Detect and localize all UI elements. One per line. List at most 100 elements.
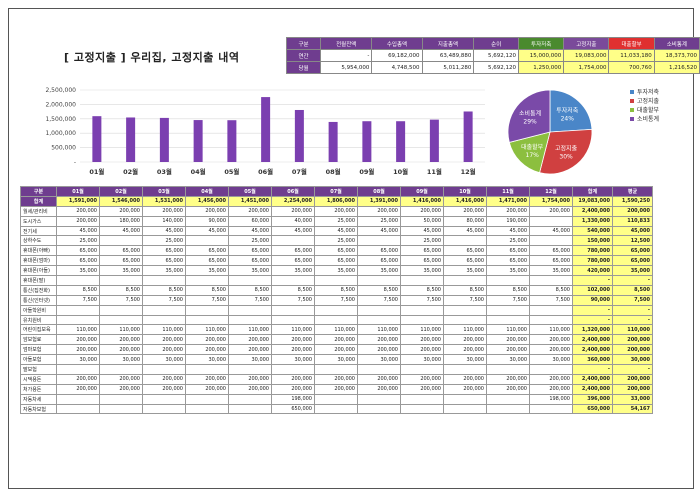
table-cell[interactable]: 35,000 (142, 265, 186, 277)
summary-cell[interactable]: 1,216,520 (653, 61, 700, 74)
summary-cell[interactable]: 1,250,000 (518, 61, 565, 74)
table-cell[interactable]: 200,000 (56, 383, 100, 395)
table-cell[interactable]: 200,000 (400, 344, 444, 356)
table-cell[interactable]: 200,000 (443, 334, 487, 346)
table-cell[interactable]: 200,000 (314, 334, 358, 346)
table-cell[interactable]: 7,500 (99, 294, 143, 306)
table-cell[interactable] (56, 403, 100, 415)
table-cell[interactable]: 200,000 (529, 205, 573, 217)
summary-header-cell[interactable]: 대출할부 (608, 37, 655, 50)
table-cell[interactable]: 200,000 (99, 383, 143, 395)
table-cell[interactable]: 45,000 (357, 225, 401, 237)
column-header[interactable]: 08월 (357, 186, 401, 197)
table-cell[interactable] (443, 393, 487, 405)
table-cell[interactable] (357, 235, 401, 247)
table-cell[interactable]: 65,000 (612, 255, 653, 267)
table-cell[interactable] (357, 364, 401, 375)
summary-cell[interactable]: 5,011,280 (421, 61, 475, 74)
table-cell[interactable]: 1,320,000 (572, 324, 613, 336)
table-cell[interactable] (228, 304, 272, 316)
table-cell[interactable] (314, 314, 358, 326)
table-cell[interactable]: 200,000 (443, 373, 487, 385)
row-label[interactable]: 통신(인터넷) (20, 294, 57, 306)
summary-cell[interactable]: 19,083,000 (563, 49, 610, 62)
table-cell[interactable]: 7,500 (529, 294, 573, 306)
summary-cell[interactable]: 69,182,000 (371, 49, 423, 62)
table-cell[interactable] (56, 275, 100, 286)
summary-row-label[interactable]: 당월 (285, 61, 322, 74)
table-cell[interactable] (529, 304, 573, 316)
table-cell[interactable]: 110,000 (486, 324, 530, 336)
legend-entry[interactable]: 투자저축 (637, 88, 660, 96)
table-cell[interactable] (271, 235, 315, 247)
table-cell[interactable]: 200,000 (612, 373, 653, 385)
table-cell[interactable] (400, 275, 444, 286)
table-cell[interactable]: 200,000 (529, 334, 573, 346)
table-cell[interactable]: 7,500 (357, 294, 401, 306)
table-cell[interactable]: 8,500 (228, 284, 272, 296)
row-label[interactable]: 휴대폰(엄마) (20, 255, 57, 267)
table-cell[interactable]: 110,000 (142, 324, 186, 336)
table-cell[interactable]: 200,000 (99, 344, 143, 356)
table-cell[interactable] (99, 403, 143, 415)
table-cell[interactable]: 30,000 (271, 354, 315, 366)
table-cell[interactable] (99, 304, 143, 316)
column-header[interactable]: 평균 (612, 186, 653, 197)
table-cell[interactable]: 2,400,000 (572, 334, 613, 346)
table-cell[interactable]: 7,500 (612, 294, 653, 306)
table-cell[interactable]: 30,000 (357, 354, 401, 366)
table-cell[interactable] (357, 304, 401, 316)
table-cell[interactable]: 780,000 (572, 245, 613, 257)
table-cell[interactable] (314, 403, 358, 415)
table-cell[interactable]: 65,000 (357, 245, 401, 257)
row-label[interactable]: 어린이집보육 (20, 324, 57, 336)
total-cell[interactable]: 1,416,000 (400, 195, 444, 207)
table-cell[interactable]: 65,000 (529, 245, 573, 257)
column-header[interactable]: 합계 (572, 186, 613, 197)
table-cell[interactable] (185, 275, 229, 286)
table-cell[interactable] (228, 364, 272, 375)
table-cell[interactable]: 65,000 (314, 245, 358, 257)
row-label[interactable]: 통신(집전화) (20, 284, 57, 296)
table-cell[interactable] (400, 304, 444, 316)
table-cell[interactable]: 198,000 (271, 393, 315, 405)
table-cell[interactable]: 190,000 (486, 215, 530, 227)
summary-cell[interactable]: 11,033,180 (608, 49, 655, 62)
table-cell[interactable]: 30,000 (99, 354, 143, 366)
table-cell[interactable]: 7,500 (314, 294, 358, 306)
table-cell[interactable] (443, 275, 487, 286)
total-cell[interactable]: 1,591,000 (56, 195, 100, 207)
table-cell[interactable] (142, 275, 186, 286)
table-cell[interactable]: 25,000 (400, 235, 444, 247)
table-cell[interactable]: 30,000 (185, 354, 229, 366)
table-cell[interactable]: 35,000 (271, 265, 315, 277)
table-cell[interactable] (185, 314, 229, 326)
table-cell[interactable]: 7,500 (56, 294, 100, 306)
table-cell[interactable]: 65,000 (486, 245, 530, 257)
table-cell[interactable]: 200,000 (612, 383, 653, 395)
table-cell[interactable]: 200,000 (357, 334, 401, 346)
bar-06월[interactable] (261, 97, 271, 162)
table-cell[interactable]: 8,500 (56, 284, 100, 296)
table-cell[interactable]: 30,000 (56, 354, 100, 366)
table-cell[interactable]: 200,000 (142, 205, 186, 217)
table-cell[interactable]: 200,000 (612, 205, 653, 217)
table-cell[interactable]: 200,000 (185, 334, 229, 346)
table-cell[interactable]: 7,500 (228, 294, 272, 306)
row-label[interactable]: 시댁용돈 (20, 373, 57, 385)
table-cell[interactable]: 110,000 (185, 324, 229, 336)
table-cell[interactable] (185, 235, 229, 247)
table-cell[interactable]: 45,000 (314, 225, 358, 237)
table-cell[interactable] (529, 403, 573, 415)
table-cell[interactable]: 25,000 (314, 215, 358, 227)
table-cell[interactable]: 45,000 (612, 225, 653, 237)
row-label[interactable]: 자동차보험 (20, 403, 57, 415)
table-cell[interactable]: 200,000 (486, 344, 530, 356)
table-cell[interactable] (400, 314, 444, 326)
table-cell[interactable] (142, 314, 186, 326)
table-cell[interactable]: 7,500 (486, 294, 530, 306)
table-cell[interactable]: 25,000 (314, 235, 358, 247)
table-cell[interactable]: 8,500 (314, 284, 358, 296)
table-cell[interactable]: 200,000 (142, 334, 186, 346)
table-cell[interactable]: 200,000 (314, 344, 358, 356)
